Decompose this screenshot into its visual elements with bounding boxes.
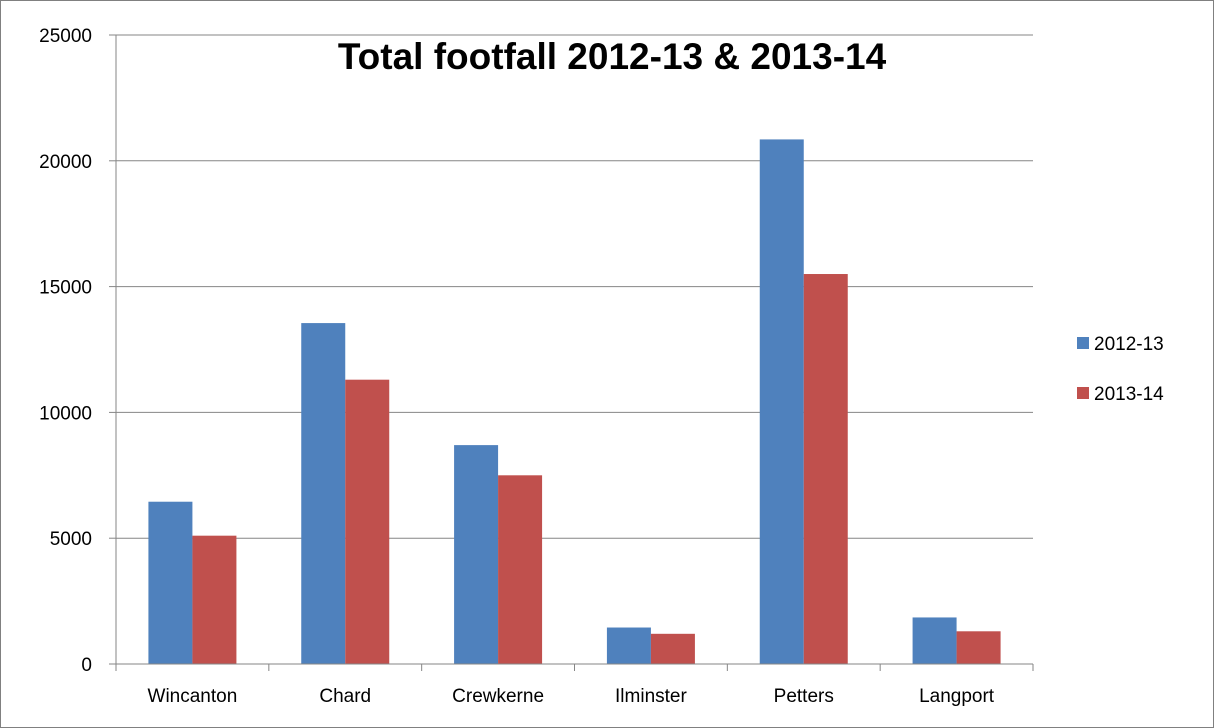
chart-title: Total footfall 2012-13 & 2013-14 [338,36,887,77]
x-tick-label: Wincanton [148,686,238,707]
legend-swatch [1077,337,1089,349]
bar-2012-13-Petters [759,139,804,664]
x-axis-tick-labels: Wincanton Chard Crewkerne Ilminster Petters L… [148,686,995,707]
y-tick-label: 10000 [39,403,92,424]
bars [148,139,1001,664]
gridlines [116,34,1033,539]
legend-label: 2012-13 [1094,334,1164,355]
y-axis-tick-labels: 0 5000 10000 15000 20000 25000 [39,26,92,676]
x-tick-label: Ilminster [615,686,687,707]
bar-2012-13-Chard [301,323,346,664]
x-tick-label: Petters [774,686,834,707]
bar-2013-14-Wincanton [192,535,237,664]
y-tick-label: 15000 [39,278,92,299]
bar-2013-14-Petters [803,274,848,664]
bar-2012-13-Wincanton [148,501,193,664]
bar-2013-14-Ilminster [650,633,695,664]
legend: 2012-13 2013-14 [1077,334,1164,405]
y-tick-label: 25000 [39,26,92,47]
bar-2013-14-Langport [956,631,1001,664]
y-tick-label: 5000 [50,529,92,550]
y-tick-label: 20000 [39,152,92,173]
x-tick-label: Crewkerne [452,686,544,707]
legend-label: 2013-14 [1094,384,1164,405]
bar-2012-13-Ilminster [606,627,651,664]
x-tick-label: Chard [319,686,371,707]
y-tick-label: 0 [81,655,92,676]
legend-swatch [1077,387,1089,399]
bar-2013-14-Crewkerne [498,475,543,664]
x-tick-label: Langport [919,686,995,707]
bar-2012-13-Crewkerne [454,445,499,664]
bar-2013-14-Chard [345,379,390,664]
bar-2012-13-Langport [912,617,957,664]
axes [109,34,1034,671]
